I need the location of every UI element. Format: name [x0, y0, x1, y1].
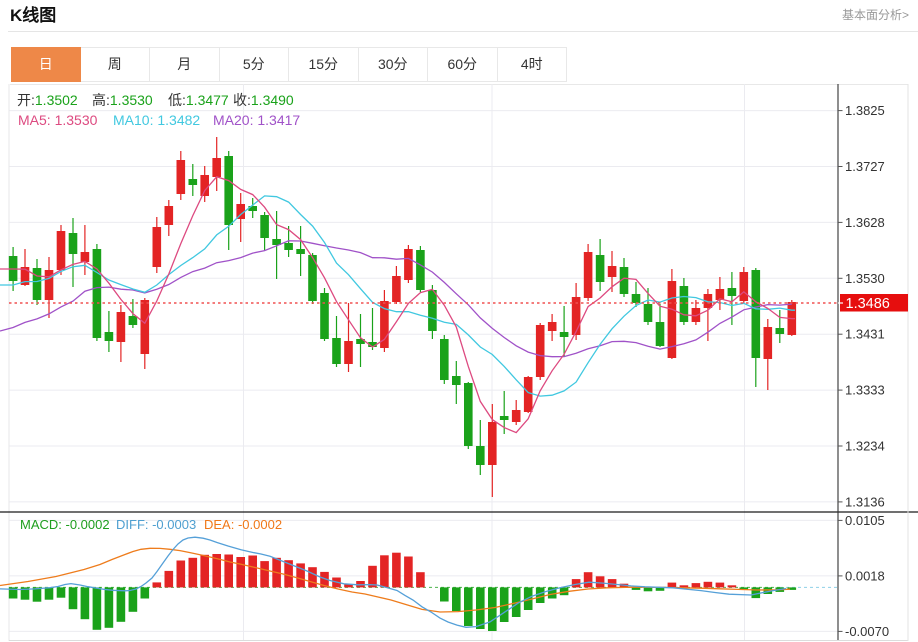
svg-text:0.0018: 0.0018	[845, 568, 885, 583]
svg-text:1.3530: 1.3530	[845, 271, 885, 286]
svg-text:1.3431: 1.3431	[845, 327, 885, 342]
svg-text:0.0105: 0.0105	[845, 513, 885, 528]
svg-text:低:1.3477: 低:1.3477	[168, 92, 229, 108]
svg-text:MA20: 1.3417: MA20: 1.3417	[213, 112, 300, 128]
svg-text:开:1.3502: 开:1.3502	[17, 92, 78, 108]
svg-text:MA5: 1.3530: MA5: 1.3530	[18, 112, 98, 128]
svg-text:1.3333: 1.3333	[845, 383, 885, 398]
svg-text:1.3136: 1.3136	[845, 494, 885, 509]
svg-text:MACD: -0.0002: MACD: -0.0002	[20, 517, 110, 532]
svg-text:1.3486: 1.3486	[846, 296, 890, 312]
svg-text:收:1.3490: 收:1.3490	[233, 92, 294, 108]
svg-text:1.3234: 1.3234	[845, 439, 885, 454]
svg-text:-0.0070: -0.0070	[845, 624, 889, 639]
svg-text:1.3628: 1.3628	[845, 215, 885, 230]
svg-text:MA10: 1.3482: MA10: 1.3482	[113, 112, 200, 128]
svg-text:1.3727: 1.3727	[845, 159, 885, 174]
svg-text:高:1.3530: 高:1.3530	[92, 92, 153, 108]
svg-text:1.3825: 1.3825	[845, 103, 885, 118]
svg-text:DIFF: -0.0003: DIFF: -0.0003	[116, 517, 196, 532]
svg-text:DEA: -0.0002: DEA: -0.0002	[204, 517, 282, 532]
